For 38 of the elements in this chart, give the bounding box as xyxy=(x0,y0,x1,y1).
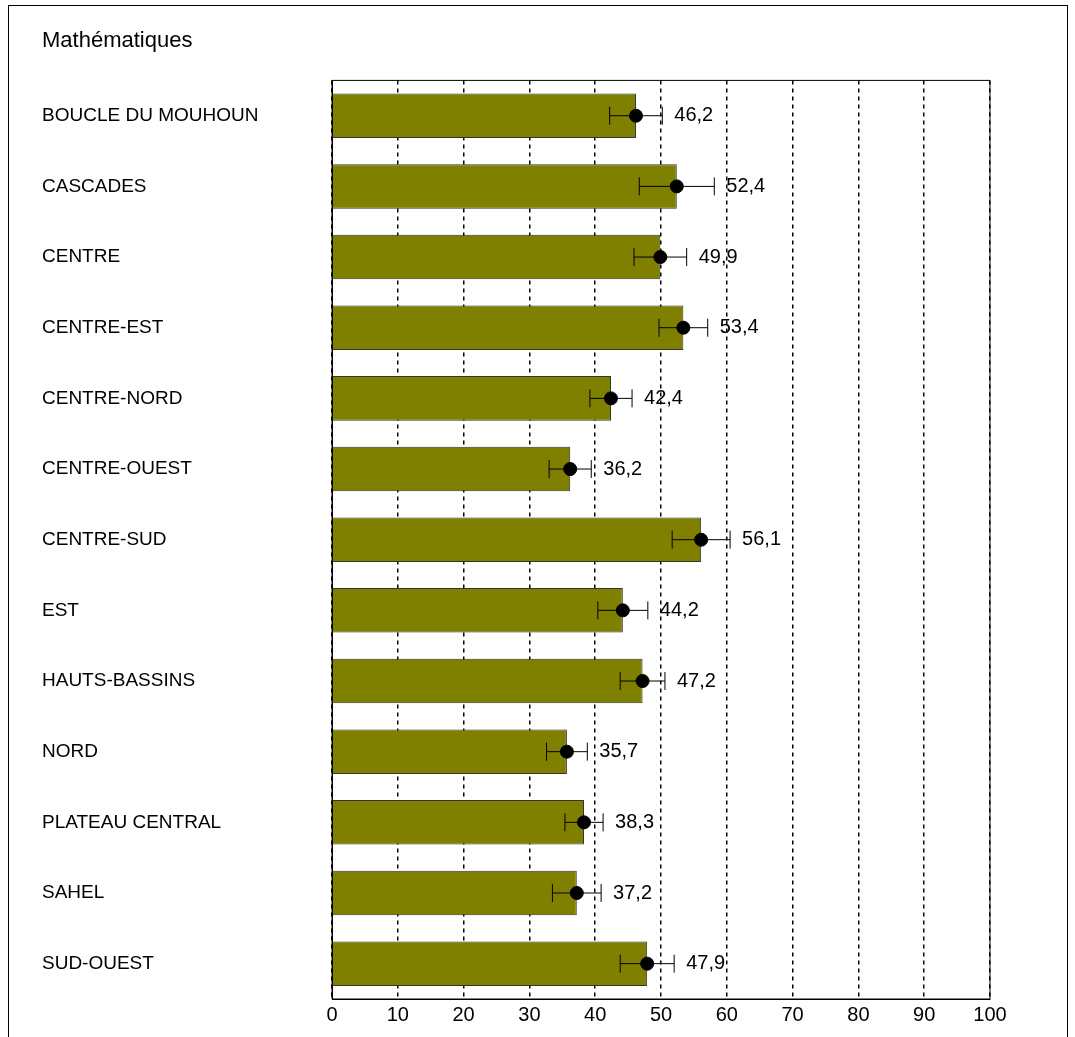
x-tick-label: 20 xyxy=(452,1002,475,1025)
x-tick-label: 10 xyxy=(386,1002,409,1025)
y-tick-label: CENTRE-EST xyxy=(42,315,164,337)
data-label: 47,9 xyxy=(686,951,726,974)
data-label: 56,1 xyxy=(742,527,782,550)
x-tick-label: 30 xyxy=(518,1002,541,1025)
data-label: 53,4 xyxy=(719,315,759,338)
y-tick-label: CENTRE-OUEST xyxy=(42,457,193,479)
data-label: 38,3 xyxy=(615,809,655,832)
y-tick-label: EST xyxy=(42,598,80,620)
x-tick-label: 70 xyxy=(781,1002,804,1025)
y-tick-label: HAUTS-BASSINS xyxy=(42,669,196,691)
x-tick-label: 100 xyxy=(973,1002,1007,1025)
y-tick-label: PLATEAU CENTRAL xyxy=(42,810,222,832)
y-tick-label: CENTRE-NORD xyxy=(42,386,183,408)
data-label: 44,2 xyxy=(659,597,699,620)
x-tick-label: 80 xyxy=(847,1002,870,1025)
data-label: 47,2 xyxy=(676,668,716,691)
data-label: 46,2 xyxy=(674,103,714,126)
y-tick-label: SAHEL xyxy=(42,881,105,903)
y-tick-label: SUD-OUEST xyxy=(42,951,155,973)
data-label: 42,4 xyxy=(644,385,683,408)
y-tick-label: CENTRE-SUD xyxy=(42,527,167,549)
y-tick-label: CENTRE xyxy=(42,245,121,267)
y-tick-label: BOUCLE DU MOUHOUN xyxy=(42,103,259,125)
x-tick-label: 50 xyxy=(649,1002,673,1025)
data-label: 49,9 xyxy=(698,244,738,267)
data-label: 35,7 xyxy=(599,739,639,762)
x-tick-label: 0 xyxy=(326,1002,338,1025)
data-label: 37,2 xyxy=(613,880,653,903)
x-tick-label: 60 xyxy=(715,1002,738,1025)
y-tick-label: NORD xyxy=(42,739,98,761)
text: Mathématiques xyxy=(42,27,193,53)
data-label: 36,2 xyxy=(603,456,643,479)
data-label: 52,4 xyxy=(726,173,766,196)
x-tick-label: 90 xyxy=(913,1002,936,1025)
x-tick-label: 40 xyxy=(584,1002,607,1025)
y-tick-label: CASCADES xyxy=(42,174,147,196)
